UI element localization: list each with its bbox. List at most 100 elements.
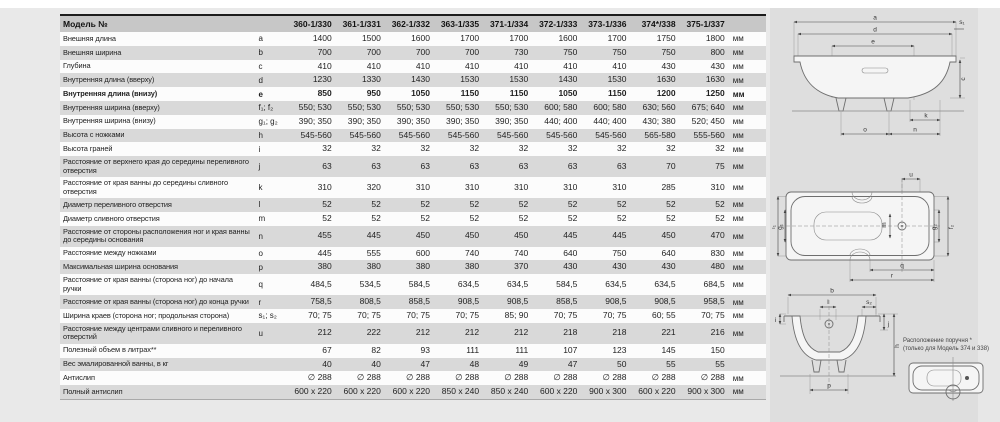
row-letter xyxy=(257,344,287,358)
cell-value: 600 x 220 xyxy=(532,385,582,400)
row-unit: мм xyxy=(732,311,744,321)
dimension-lines xyxy=(778,293,896,392)
cell-value: 908,5 xyxy=(457,296,480,307)
cell-value: 445 xyxy=(612,230,627,241)
cell-value: 410 xyxy=(415,60,430,71)
cell-value: 450 xyxy=(514,230,529,241)
dim-label-n: n xyxy=(913,127,917,134)
cell-value: ∅ 288 xyxy=(356,372,381,383)
cell-value: 430 xyxy=(661,261,676,272)
dim-label-k: k xyxy=(924,113,928,120)
row-letter: o xyxy=(258,248,263,258)
cell-value: 750 xyxy=(563,46,578,57)
model-column-header: 375-1/337 xyxy=(679,13,729,33)
cell-value: 310 xyxy=(317,181,332,192)
cell-value: 320 xyxy=(366,181,381,192)
cell-value: 545-560 xyxy=(595,129,627,140)
table-row: Полезный объем в литрах** 67 82 93 111 111 107… xyxy=(60,343,766,358)
panel-right-edge xyxy=(978,8,1000,422)
dim-label-u: u xyxy=(909,172,913,179)
dim-label-i: i xyxy=(775,317,776,324)
cell-value: 1630 xyxy=(705,74,725,85)
cell-value: 410 xyxy=(464,60,480,71)
cell-value: 750 xyxy=(661,46,676,57)
table-row: Внешняя ширина b 700 700 700 700 730 750 750 750 8… xyxy=(60,45,766,60)
row-label: Антислип xyxy=(63,372,95,382)
cell-value: 600 x 220 xyxy=(335,385,385,400)
row-label: Максимальная ширина основания xyxy=(63,262,178,272)
cell-value: 410 xyxy=(612,60,627,71)
cell-value: 52 xyxy=(617,199,627,210)
cell-value: 1430 xyxy=(558,74,578,85)
row-label: Расстояние от края ванны (сторона ног) д… xyxy=(63,275,233,293)
row-unit: мм xyxy=(732,103,744,113)
table-row: Антислип ∅ 288 ∅ 288 ∅ 288 ∅ 288 ∅ 288 ∅ 288 ∅ … xyxy=(60,371,766,386)
row-label: Расстояние от стороны расположения ног и… xyxy=(63,226,250,245)
row-label: Ширина краев (сторона ног; продольная ст… xyxy=(63,310,230,320)
cell-value: 390; 350 xyxy=(347,115,381,126)
dim-label-h: h xyxy=(894,344,901,348)
cell-value: 52 xyxy=(567,212,578,223)
row-label: Расстояние от края ванны до середины сли… xyxy=(63,178,228,196)
row-letter: b xyxy=(258,48,263,58)
row-unit: мм xyxy=(732,200,744,210)
cell-value: ∅ 288 xyxy=(307,372,332,383)
dim-label-c: c xyxy=(960,77,967,81)
cell-value: 634,5 xyxy=(506,278,529,289)
cell-value: 430 xyxy=(563,261,578,272)
cell-value: 600 x 220 xyxy=(286,385,336,400)
row-label: Внешняя ширина xyxy=(63,47,122,57)
dim-label-s1: s₁ xyxy=(959,19,965,26)
cell-value: 1150 xyxy=(509,88,529,99)
cell-value: 63 xyxy=(518,160,529,171)
cell-value: ∅ 288 xyxy=(700,372,725,383)
cell-value: 310 xyxy=(415,181,430,192)
cell-value: 700 xyxy=(366,46,381,57)
dimension-lines xyxy=(776,177,950,282)
cell-value: 390; 350 xyxy=(396,115,430,126)
note-line-1: Расположение поручня * xyxy=(903,338,972,344)
spec-table: Модель № 360-1/330 361-1/331 362-1/332 363-1… xyxy=(60,13,766,400)
cell-value: 430 xyxy=(710,60,725,71)
tub-side-profile xyxy=(793,55,957,99)
row-unit: мм xyxy=(732,231,744,241)
cell-value: 310 xyxy=(710,181,725,192)
cell-value: 750 xyxy=(612,46,627,57)
cell-value: 63 xyxy=(420,160,430,171)
model-column-header: 372-1/333 xyxy=(532,13,582,33)
table-row: Внутренняя ширина (внизу) g₁; g₂ 390; 350 3… xyxy=(60,114,766,129)
cell-value: 32 xyxy=(322,143,332,154)
cell-value: 550; 530 xyxy=(347,102,381,113)
row-unit: мм xyxy=(732,280,744,290)
cell-value: 390; 350 xyxy=(495,115,529,126)
dim-label-q: q xyxy=(900,263,904,270)
row-letter xyxy=(257,371,287,385)
cell-value: 390; 350 xyxy=(446,115,480,126)
tub-foot-left xyxy=(835,97,847,112)
cell-value: 55 xyxy=(715,358,725,369)
cell-value: 545-560 xyxy=(349,129,381,140)
cell-value: 52 xyxy=(666,212,676,223)
cell-value: 1600 xyxy=(411,33,430,44)
cell-value: 700 xyxy=(415,46,430,57)
cell-value: 310 xyxy=(464,181,480,192)
note-line-2: (только для Модель 374 и 338) xyxy=(903,345,990,352)
row-label: Внутренняя длина (вверху) xyxy=(63,75,155,85)
cell-value: 600; 580 xyxy=(544,102,578,113)
cell-value: 858,5 xyxy=(556,296,578,307)
tub-section-walls xyxy=(791,315,867,361)
cell-value: 48 xyxy=(469,358,480,369)
cell-value: 730 xyxy=(514,46,529,57)
table-row: Расстояние между центрами сливного и пер… xyxy=(60,322,766,344)
cell-value: 1700 xyxy=(509,33,529,44)
cell-value: 550; 530 xyxy=(298,102,332,113)
row-unit: мм xyxy=(732,328,744,338)
cell-value: 310 xyxy=(612,181,627,192)
cell-value: 52 xyxy=(322,199,332,210)
unit-column-header xyxy=(728,13,766,33)
dim-label-p: p xyxy=(827,383,831,390)
row-unit: мм xyxy=(732,144,744,154)
section-feet xyxy=(811,359,847,373)
cell-value: 555-560 xyxy=(693,129,725,140)
row-label: Глубина xyxy=(63,61,91,71)
